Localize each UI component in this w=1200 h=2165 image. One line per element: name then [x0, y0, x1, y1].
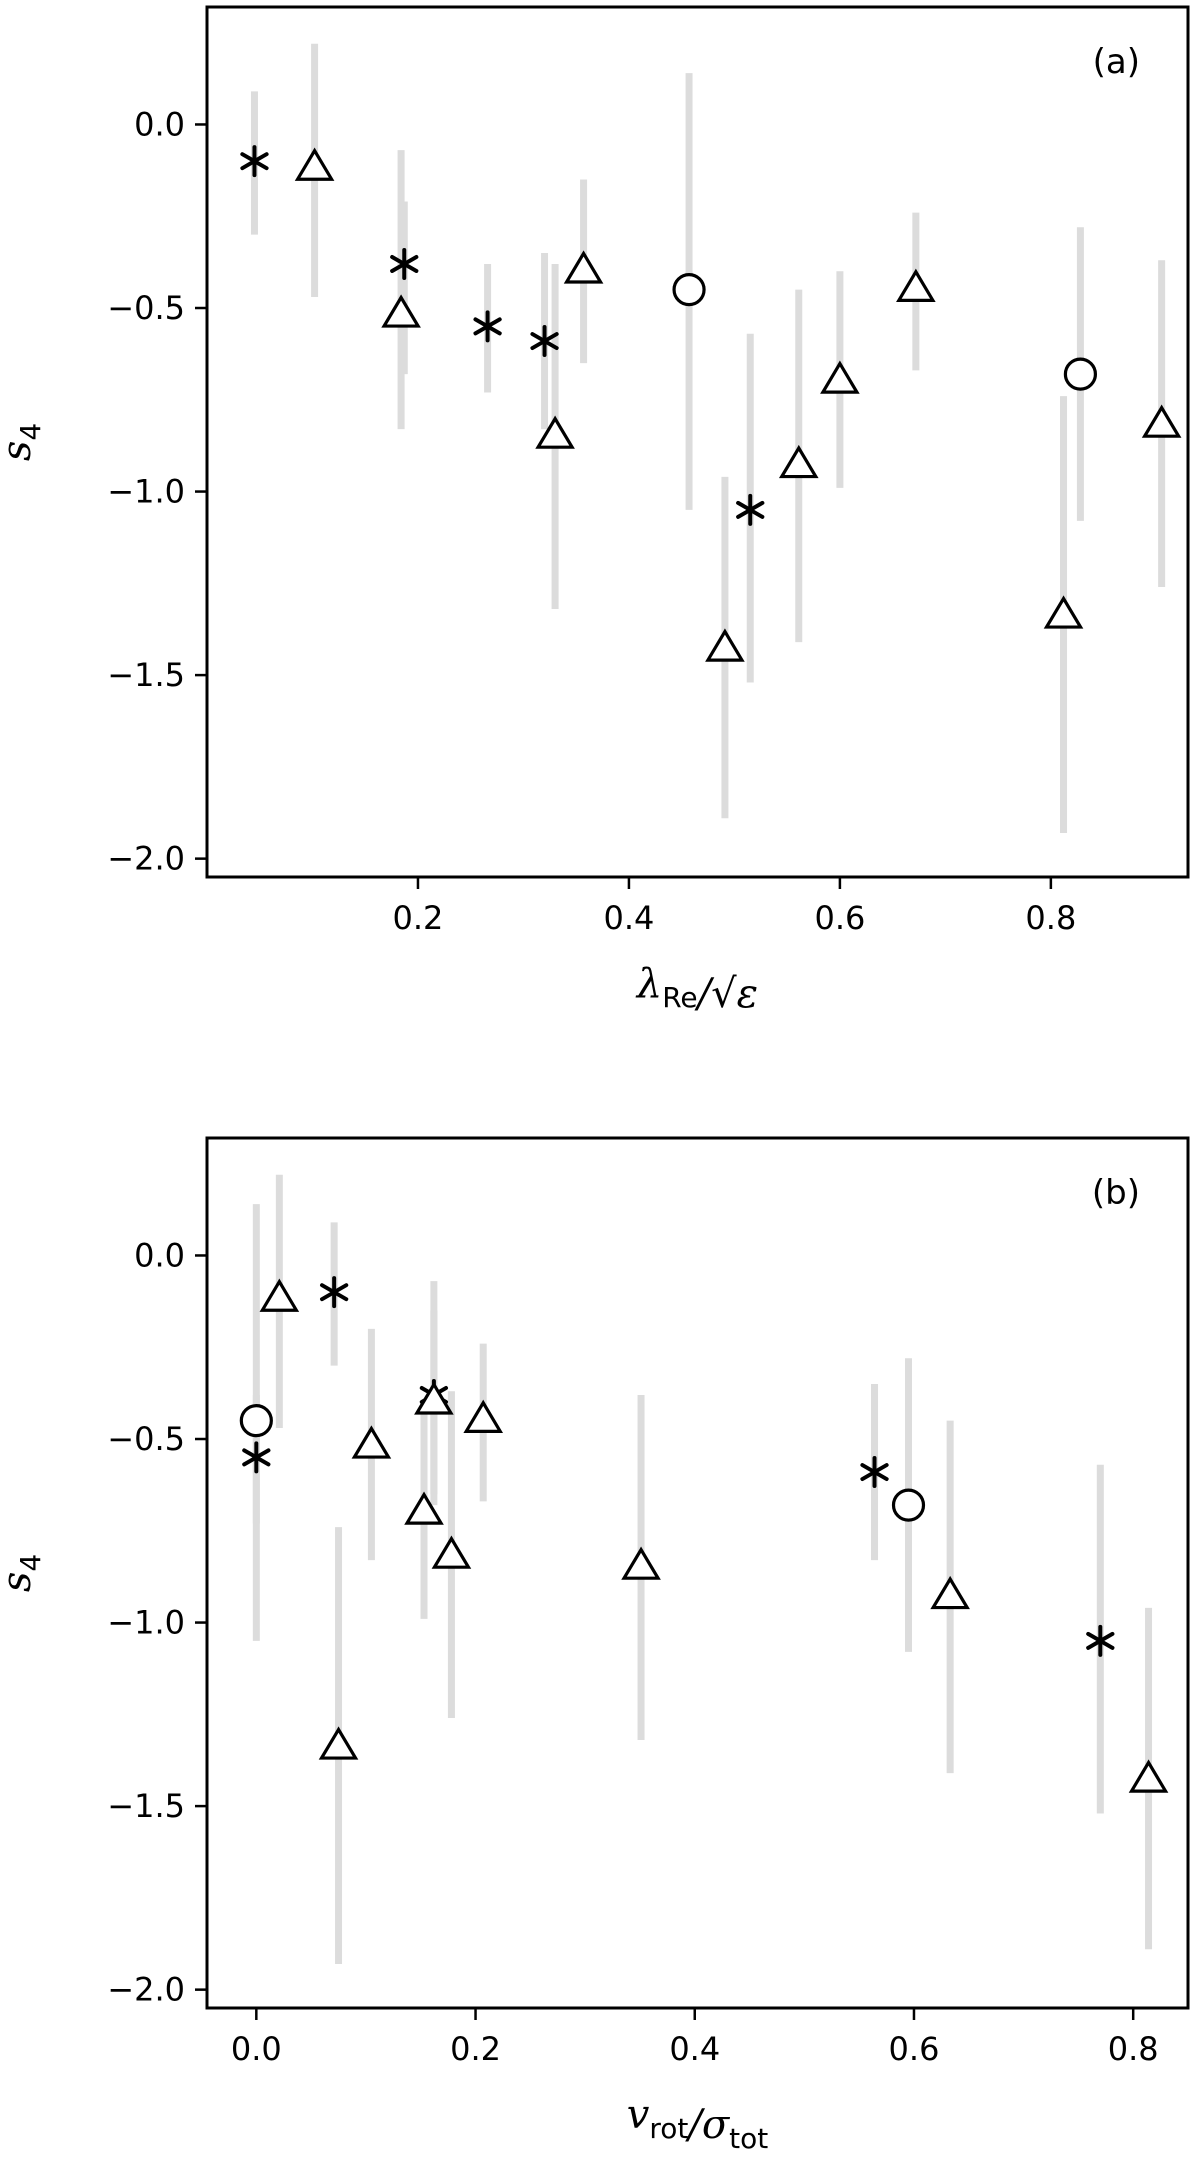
circle-marker: [239, 1404, 273, 1438]
panel-b-ylabel: s4: [0, 1554, 47, 1592]
triangle-marker: [318, 1726, 359, 1760]
triangle-marker: [431, 1535, 472, 1569]
x-tick-label: 0.6: [814, 899, 865, 937]
panel-a-xlabel: λRe/√ε: [635, 961, 758, 1017]
x-tick-label: 0.8: [1108, 2030, 1159, 2068]
triangle-marker: [820, 360, 860, 394]
panel-a-xticks: 0.2 0.4 0.6 0.8: [393, 877, 1076, 937]
triangle-marker: [535, 415, 575, 449]
x-tick-label: 0.0: [231, 2030, 282, 2068]
y-tick-label: −2.0: [107, 1971, 185, 2009]
panel-a-errorbars: [250, 43, 1166, 833]
x-tick-label: 0.2: [393, 899, 444, 937]
star-marker: [242, 1441, 271, 1474]
star-marker: [240, 145, 269, 178]
y-tick-label: −1.0: [107, 1604, 185, 1642]
y-tick-label: 0.0: [134, 1236, 185, 1274]
star-marker: [860, 1456, 889, 1489]
circle-marker: [672, 273, 706, 307]
triangle-marker: [404, 1491, 444, 1525]
panel-a: 0.20.40.60.8 0.0−0.5−1.0−1.5−2.0 (a) s4 …: [0, 5, 1190, 1017]
x-tick-label: 0.4: [603, 899, 654, 937]
panel-a-yticks: 0.0 −0.5 −1.0 −1.5 −2.0: [107, 105, 207, 878]
triangle-marker: [930, 1575, 970, 1610]
panel-b-xticks: 0.0 0.2 0.4 0.6 0.8: [231, 2008, 1159, 2068]
circle-marker: [1063, 357, 1098, 391]
x-tick-label: 0.8: [1025, 899, 1076, 937]
star-marker: [1086, 1624, 1115, 1657]
triangle-marker: [381, 294, 421, 328]
panel-b: 0.0 0.2 0.4 0.6 0.8 0.0−0.5−1.0−1.5−2.0 (b) …: [0, 1136, 1190, 2155]
panel-a-frame: [205, 5, 1190, 879]
star-marker: [320, 1276, 349, 1309]
star-marker: [390, 247, 419, 280]
panel-a-markers: [240, 145, 1182, 662]
panel-b-label: (b): [1092, 1173, 1140, 1213]
x-tick-label: 0.4: [669, 2030, 720, 2068]
y-tick-label: −1.5: [107, 656, 185, 694]
circle-marker: [891, 1488, 926, 1522]
y-tick-label: −0.5: [107, 1420, 185, 1458]
panel-b-errorbars: [252, 1174, 1153, 1964]
triangle-marker: [1141, 404, 1182, 438]
panel-a-label: (a): [1093, 42, 1140, 82]
triangle-marker: [778, 444, 819, 479]
y-tick-label: 0.0: [134, 105, 185, 143]
x-tick-label: 0.2: [450, 2030, 501, 2068]
panel-a-ylabel: s4: [0, 423, 47, 461]
triangle-marker: [294, 147, 335, 181]
star-marker: [530, 325, 559, 358]
y-tick-label: −2.0: [107, 840, 185, 878]
triangle-marker: [705, 628, 745, 662]
x-tick-label: 0.6: [889, 2030, 940, 2068]
y-tick-label: −0.5: [107, 289, 185, 327]
star-marker: [736, 493, 765, 526]
triangle-marker: [1043, 595, 1084, 629]
triangle-marker: [896, 268, 936, 302]
panel-b-xlabel: vrot/σtot: [627, 2092, 769, 2155]
triangle-marker: [1128, 1759, 1169, 1793]
triangle-marker: [351, 1425, 392, 1459]
triangle-marker: [414, 1381, 454, 1415]
triangle-marker: [259, 1278, 300, 1312]
triangle-marker: [463, 1399, 504, 1433]
panel-b-frame: [205, 1136, 1190, 2010]
y-tick-label: −1.0: [107, 473, 185, 511]
triangle-marker: [621, 1546, 661, 1580]
panel-b-yticks: 0.0 −0.5 −1.0 −1.5 −2.0: [107, 1236, 207, 2009]
triangle-marker: [563, 250, 604, 284]
star-marker: [473, 310, 502, 343]
panel-b-markers: [239, 1276, 1169, 1793]
y-tick-label: −1.5: [107, 1787, 185, 1825]
